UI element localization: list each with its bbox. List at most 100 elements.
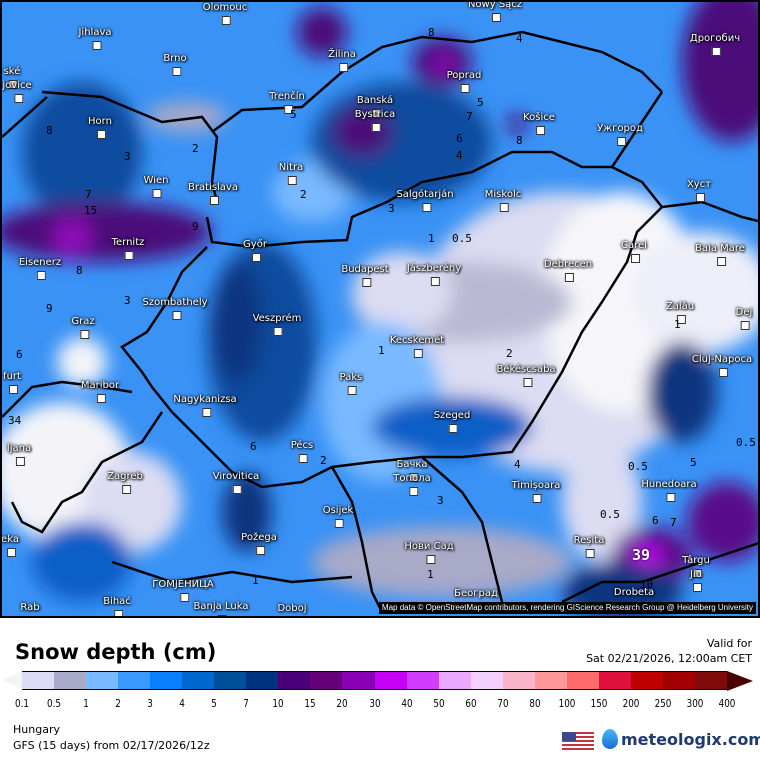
city-label: ské xyxy=(3,66,21,89)
contour-label: 0.5 xyxy=(452,232,472,245)
legend-tick-label: 4 xyxy=(179,697,186,710)
contour-label: 8 xyxy=(516,134,523,147)
legend-tick-label: 3 xyxy=(147,697,153,710)
legend-over-arrow xyxy=(727,671,753,691)
us-flag-icon[interactable] xyxy=(562,732,594,750)
city-label: Paks xyxy=(339,372,363,395)
legend-tick-label: 400 xyxy=(718,697,736,710)
city-label: Zagreb xyxy=(107,471,143,494)
legend-tick-label: 15 xyxy=(304,697,317,710)
legend-tick-label: 2 xyxy=(115,697,121,710)
map-attribution: Map data © OpenStreetMap contributors, r… xyxy=(378,602,756,614)
snow-depth-map[interactable]: Olomouc Nowy Sącz Jihlava Brno ské jovic… xyxy=(0,0,760,618)
city-label: Rab xyxy=(20,602,40,613)
legend-under-arrow xyxy=(2,671,22,689)
legend-swatch xyxy=(662,672,695,689)
legend-swatch xyxy=(118,672,151,689)
contour-label: 3 xyxy=(437,494,444,507)
city-label: ГОМЈЕНИЦА xyxy=(152,579,214,602)
legend-swatch xyxy=(182,672,215,689)
city-label: Hunedoara xyxy=(641,479,697,502)
city-label: Bratislava xyxy=(188,182,238,205)
city-label: Carei xyxy=(621,240,647,263)
city-label: Nagykanizsa xyxy=(173,394,237,417)
city-label: eka xyxy=(1,534,19,557)
legend-swatch xyxy=(534,672,567,689)
city-label: Miskolc xyxy=(484,189,522,212)
city-label: Pécs xyxy=(290,440,314,463)
contour-label: 1 xyxy=(427,568,434,581)
contour-label: 4 xyxy=(456,149,463,162)
legend-ticks: 0.1 0.5 1 2 3 4 5 7 10 15 20 30 40 50 60 70 80 100 150 200 2… xyxy=(15,697,735,711)
city-label: Reșita xyxy=(573,535,605,558)
legend-tick-label: 150 xyxy=(590,697,608,710)
city-label: Doboj xyxy=(277,603,307,614)
contour-label: 1 xyxy=(674,318,681,331)
legend-swatch xyxy=(406,672,439,689)
city-label: Ternitz xyxy=(111,237,145,260)
city-label: Banská xyxy=(356,95,394,118)
city-label: Horn xyxy=(88,116,112,139)
legend-swatch xyxy=(150,672,183,689)
legend-swatch xyxy=(54,672,87,689)
city-label: Maribor xyxy=(80,380,120,403)
legend-tick-label: 0.1 xyxy=(15,697,29,710)
contour-label: 0.5 xyxy=(600,508,620,521)
city-label: Cluj-Napoca xyxy=(691,354,753,377)
city-label: Veszprém xyxy=(252,313,302,336)
city-label: Virovitica xyxy=(212,471,260,494)
city-label: Graz xyxy=(71,316,95,339)
city-label: Olomouc xyxy=(202,2,248,25)
legend-tick-label: 60 xyxy=(465,697,477,710)
legend-tick-label: 30 xyxy=(368,697,381,710)
contour-label: 6 xyxy=(16,348,23,361)
city-label: Dej xyxy=(735,307,753,330)
legend-tick-label: 50 xyxy=(432,697,445,710)
city-label: Jászberény xyxy=(406,263,462,286)
legend-tick-label: 20 xyxy=(336,697,349,710)
contour-label: 2 xyxy=(506,347,513,360)
city-label: Békéscsaba xyxy=(496,364,556,387)
contour-label: 1 xyxy=(378,344,385,357)
city-label: Nowy Sącz xyxy=(467,0,523,22)
contour-label: 2 xyxy=(192,142,199,155)
city-label: Timișoara xyxy=(511,480,561,503)
contour-label: 0.5 xyxy=(628,460,648,473)
meteologix-logo[interactable]: meteologix.com xyxy=(602,729,760,749)
valid-label: Valid for xyxy=(706,637,752,650)
city-label: Bihać xyxy=(103,596,131,616)
contour-label: 34 xyxy=(8,414,22,427)
city-label: Poprad xyxy=(446,70,482,93)
contour-label: 1 xyxy=(428,232,435,245)
city-label: Győr xyxy=(243,239,267,262)
contour-label: 8 xyxy=(76,264,83,277)
contour-label: 5 xyxy=(690,456,697,469)
legend-swatch xyxy=(214,672,247,689)
legend-tick-label: 5 xyxy=(211,697,218,710)
valid-time: Valid for Sat 02/21/2026, 12:00am CET xyxy=(586,636,752,666)
snow-depth-field xyxy=(2,2,758,616)
legend-tick-label: 70 xyxy=(497,697,509,710)
contour-label: 9 xyxy=(46,302,53,315)
legend-swatch xyxy=(342,672,375,689)
legend-swatch xyxy=(374,672,407,689)
contour-label: 6 xyxy=(250,440,257,453)
contour-label: 2 xyxy=(300,188,307,201)
legend-swatch xyxy=(598,672,631,689)
contour-label: 7 xyxy=(670,516,677,529)
city-label: Budapest xyxy=(341,264,389,287)
city-label: Szombathely xyxy=(142,297,208,320)
city-label: Eisenerz xyxy=(18,257,62,280)
contour-label: 9 xyxy=(192,220,199,233)
contour-label: 8 xyxy=(428,26,435,39)
city-label: Košice xyxy=(523,112,555,135)
contour-label: 0.5 xyxy=(736,436,756,449)
city-label: Топола xyxy=(393,473,431,496)
legend-tick-label: 80 xyxy=(529,697,541,710)
city-label: Szeged xyxy=(433,410,471,433)
city-label: Jihlava xyxy=(78,27,112,50)
contour-label: 1 xyxy=(252,574,259,587)
legend-tick-label: 200 xyxy=(622,697,640,710)
legend-tick-label: 10 xyxy=(272,697,284,710)
city-label: Târgu xyxy=(682,555,710,578)
